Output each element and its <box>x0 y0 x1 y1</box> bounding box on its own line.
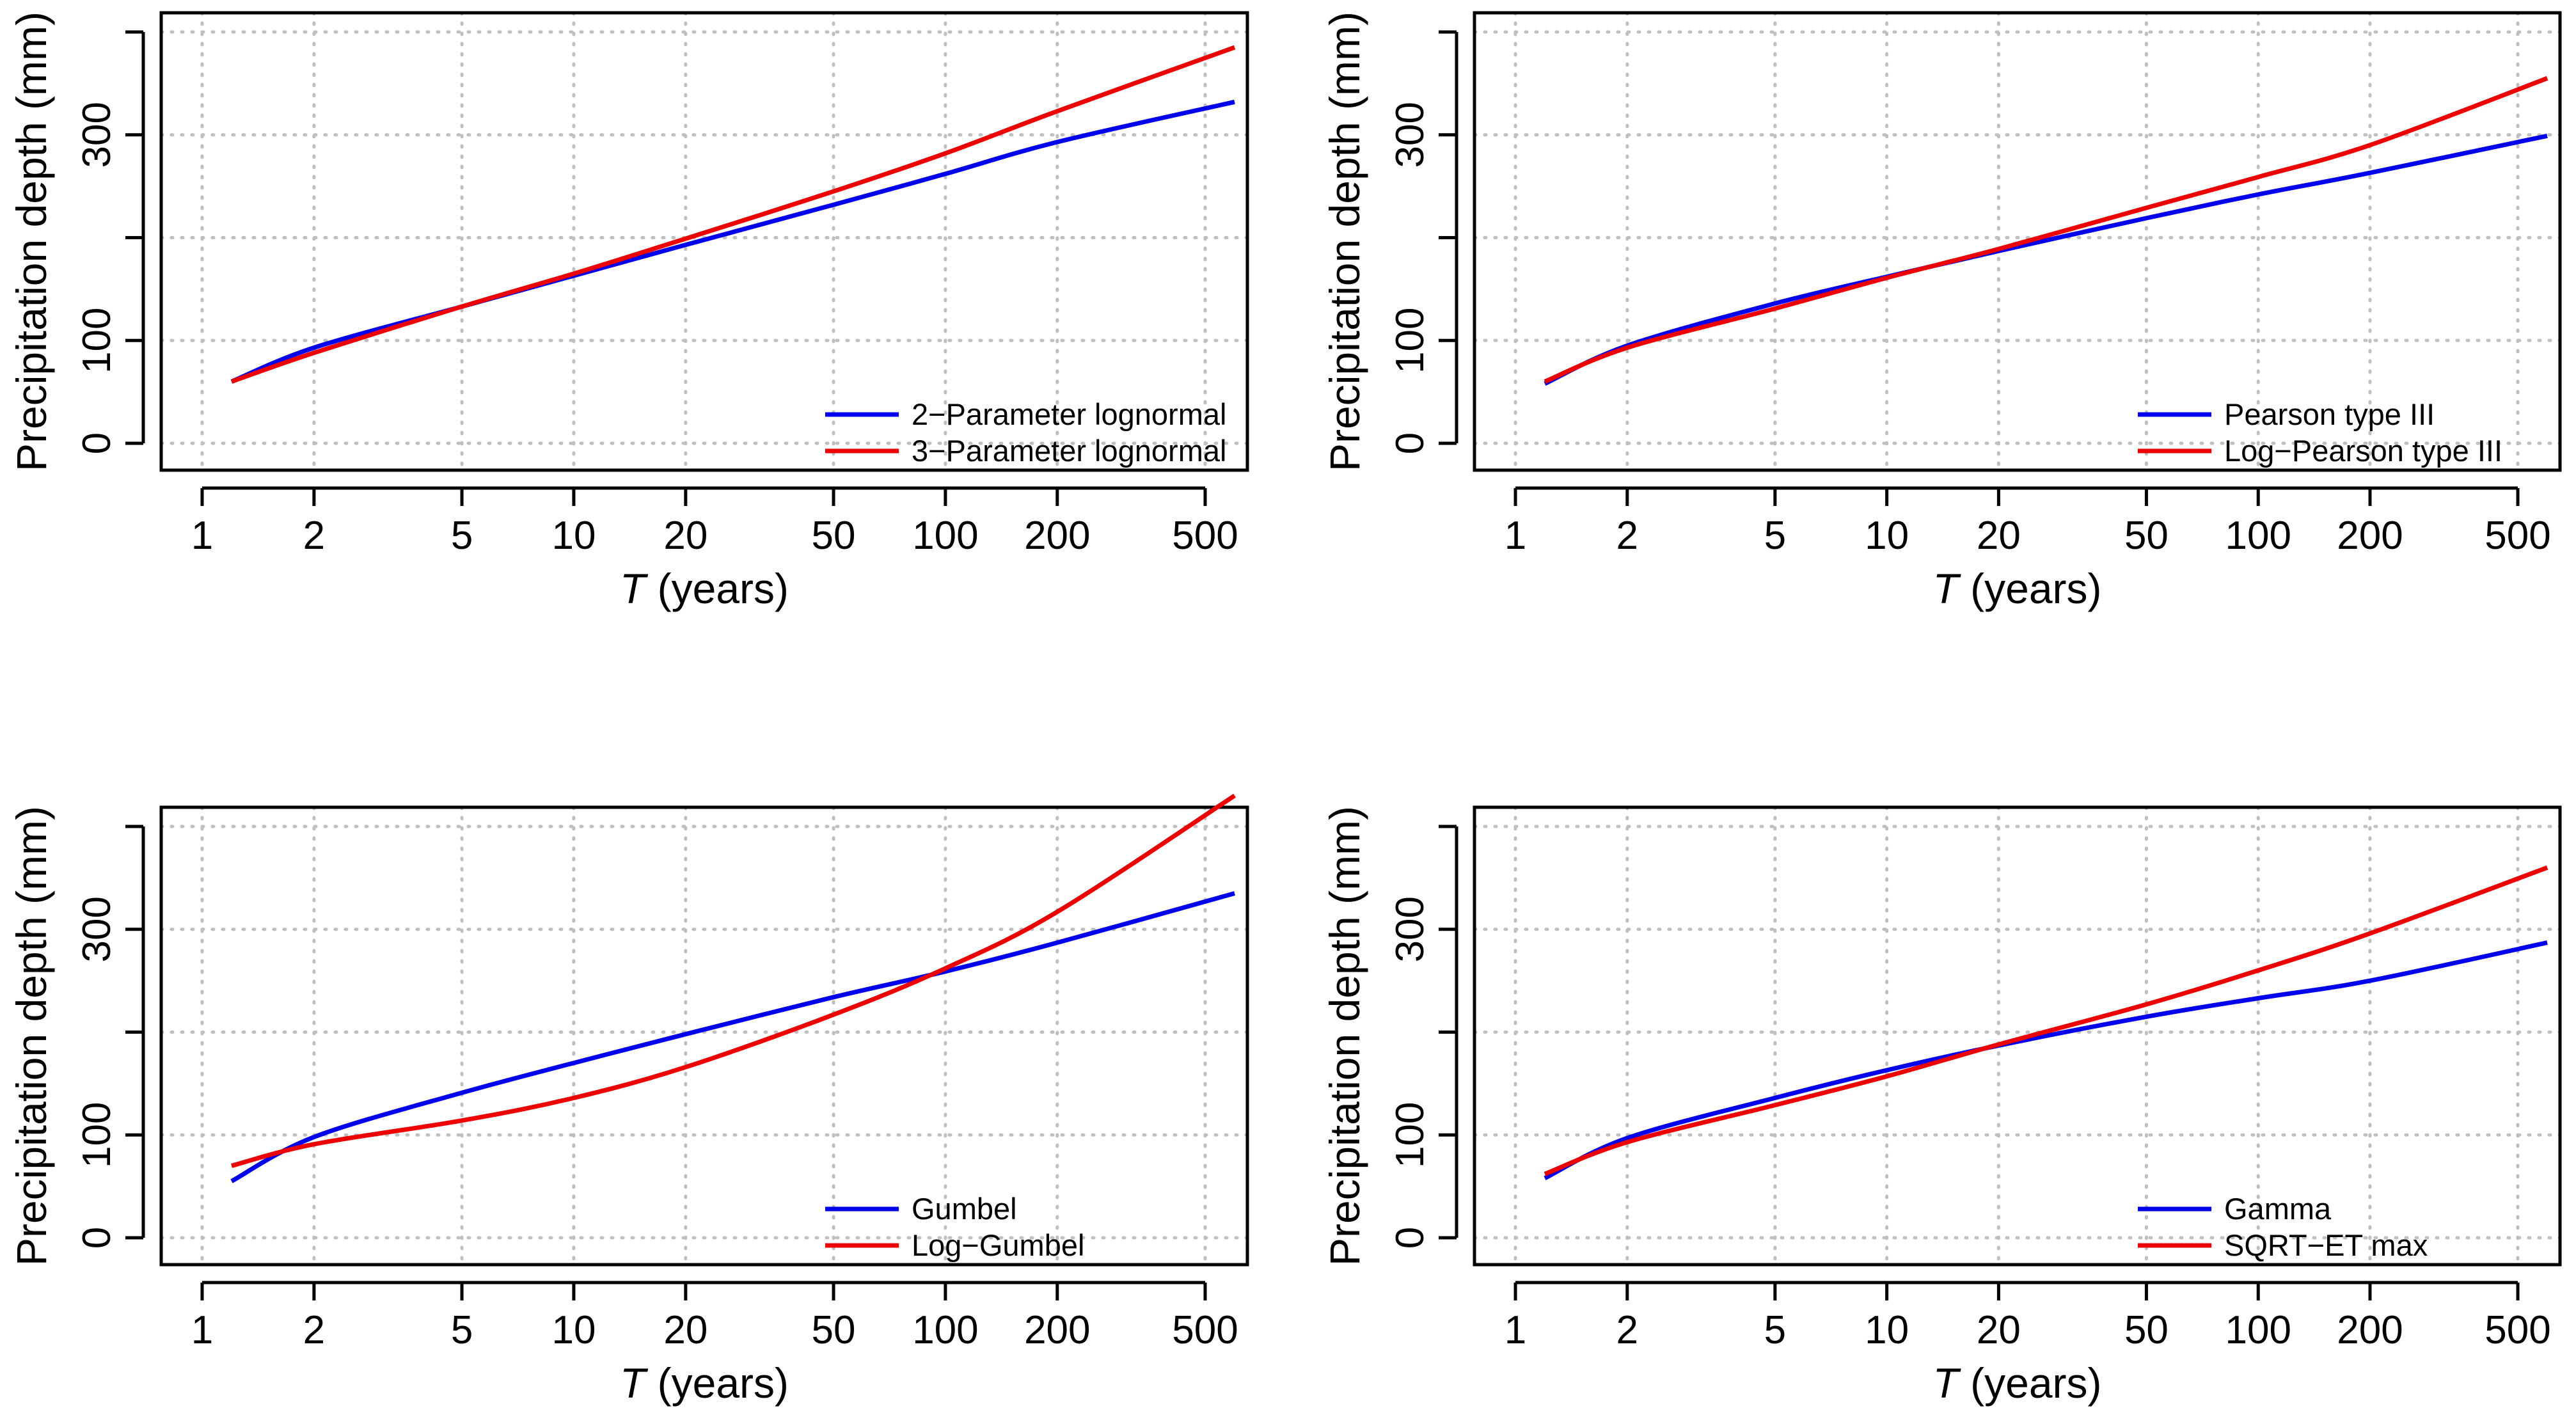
series-line-1 <box>1544 133 2548 386</box>
plot-frame <box>1473 805 2562 1267</box>
x-tick-label: 50 <box>2124 514 2169 558</box>
x-tick-label: 50 <box>812 1308 856 1352</box>
x-tick-label: 500 <box>1172 1308 1238 1352</box>
y-tick-label: 300 <box>75 102 119 168</box>
series-line-1 <box>230 891 1235 1183</box>
x-tick-label: 10 <box>551 514 596 558</box>
x-tick-label: 10 <box>1865 1308 1909 1352</box>
legend-label-1: Pearson type III <box>2224 397 2435 431</box>
y-tick-label: 0 <box>75 432 119 454</box>
x-tick-label: 50 <box>812 514 856 558</box>
x-tick-label: 2 <box>1616 1308 1638 1352</box>
y-tick-label: 0 <box>1388 432 1432 454</box>
x-tick-label: 2 <box>1616 514 1638 558</box>
y-tick-label: 0 <box>75 1227 119 1249</box>
plot-frame <box>159 805 1249 1267</box>
x-tick-label: 1 <box>191 1308 213 1352</box>
x-tick-label: 2 <box>303 1308 325 1352</box>
x-tick-label: 200 <box>2337 514 2403 558</box>
x-tick-label: 20 <box>1977 514 2021 558</box>
legend-label-2: Log−Gumbel <box>912 1228 1084 1262</box>
legend-label-1: 2−Parameter lognormal <box>912 397 1226 431</box>
series-line-2 <box>1544 865 2548 1176</box>
legend-label-2: 3−Parameter lognormal <box>912 434 1226 468</box>
x-axis-label: T (years) <box>620 1359 789 1407</box>
series-line-2 <box>231 793 1236 1168</box>
y-tick-label: 300 <box>75 896 119 962</box>
y-axis-label: Precipitation depth (mm) <box>8 12 55 471</box>
chart-panel-4: 1 2 5 10 20 50 100 200 500 0 100 300 T (years) Precip… <box>1321 805 2562 1407</box>
x-tick-label: 1 <box>1505 514 1526 558</box>
x-tick-label: 100 <box>2225 1308 2291 1352</box>
x-tick-label: 20 <box>663 1308 707 1352</box>
x-tick-label: 10 <box>551 1308 596 1352</box>
x-tick-label: 1 <box>191 514 213 558</box>
x-tick-label: 500 <box>2485 1308 2550 1352</box>
series-line-2 <box>230 45 1236 384</box>
y-tick-label: 300 <box>1388 896 1432 962</box>
chart-panel-3: 1 2 5 10 20 50 100 200 500 0 100 300 T (years) Precip… <box>8 793 1249 1407</box>
legend-label-2: SQRT−ET max <box>2224 1228 2428 1262</box>
legend-label-1: Gamma <box>2224 1192 2332 1226</box>
x-tick-label: 2 <box>303 514 325 558</box>
plot-frame <box>159 11 1249 472</box>
x-tick-label: 100 <box>912 1308 978 1352</box>
y-axis-label: Precipitation depth (mm) <box>8 806 55 1266</box>
x-tick-label: 10 <box>1865 514 1909 558</box>
y-tick-label: 100 <box>1388 308 1432 374</box>
x-axis-label: T (years) <box>620 565 789 612</box>
x-tick-label: 200 <box>1024 514 1090 558</box>
chart-panel-2: 1 2 5 10 20 50 100 200 500 0 100 300 T (years) Precip… <box>1321 11 2562 612</box>
legend-label-2: Log−Pearson type III <box>2224 434 2502 468</box>
y-axis-label: Precipitation depth (mm) <box>1321 806 1368 1266</box>
x-tick-label: 5 <box>1764 514 1786 558</box>
x-tick-label: 500 <box>1172 514 1238 558</box>
y-axis-label: Precipitation depth (mm) <box>1321 12 1368 471</box>
y-tick-label: 0 <box>1388 1227 1432 1249</box>
x-tick-label: 5 <box>1764 1308 1786 1352</box>
y-tick-label: 300 <box>1388 102 1432 168</box>
x-tick-label: 200 <box>1024 1308 1090 1352</box>
x-tick-label: 100 <box>2225 514 2291 558</box>
x-tick-label: 20 <box>663 514 707 558</box>
series-line-1 <box>230 99 1235 384</box>
y-tick-label: 100 <box>1388 1102 1432 1168</box>
x-tick-label: 1 <box>1505 1308 1526 1352</box>
x-axis-label: T (years) <box>1932 565 2101 612</box>
x-tick-label: 200 <box>2337 1308 2403 1352</box>
y-tick-label: 100 <box>75 1102 119 1168</box>
x-tick-label: 100 <box>912 514 978 558</box>
legend-label-1: Gumbel <box>912 1192 1017 1226</box>
x-axis-label: T (years) <box>1932 1359 2101 1407</box>
x-tick-label: 50 <box>2124 1308 2169 1352</box>
y-tick-label: 100 <box>75 308 119 374</box>
x-tick-label: 500 <box>2485 514 2550 558</box>
chart-panel-1: 1 2 5 10 20 50 100 200 500 0 100 300 T (years) Precip… <box>8 11 1249 612</box>
plot-frame <box>1473 11 2562 472</box>
series-line-2 <box>1544 76 2548 384</box>
x-tick-label: 5 <box>451 514 473 558</box>
x-tick-label: 5 <box>451 1308 473 1352</box>
x-tick-label: 20 <box>1977 1308 2021 1352</box>
